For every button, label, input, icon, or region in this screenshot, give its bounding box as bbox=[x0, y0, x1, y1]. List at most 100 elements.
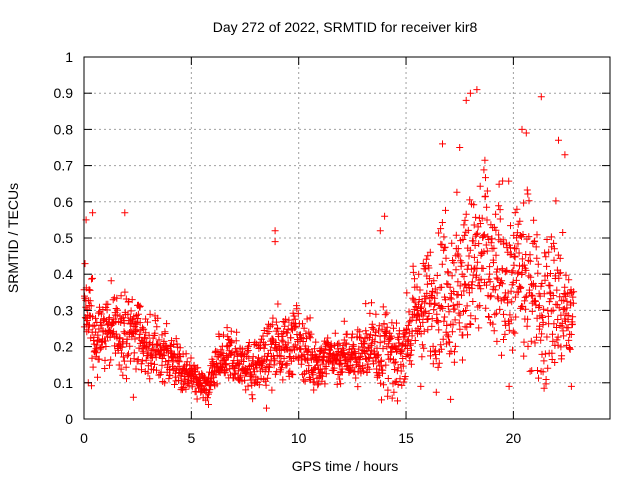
data-point bbox=[526, 251, 534, 259]
data-point bbox=[504, 299, 512, 307]
data-point bbox=[425, 310, 433, 317]
data-point bbox=[374, 351, 382, 359]
data-point bbox=[549, 330, 556, 338]
data-point bbox=[120, 357, 128, 365]
data-point bbox=[556, 254, 564, 262]
x-axis-label: GPS time / hours bbox=[292, 458, 399, 474]
data-point bbox=[513, 205, 521, 213]
data-point bbox=[474, 303, 482, 311]
data-point bbox=[466, 246, 474, 254]
data-point bbox=[567, 382, 575, 390]
data-point bbox=[128, 328, 136, 336]
data-point bbox=[132, 365, 140, 373]
data-point bbox=[171, 381, 178, 388]
data-point bbox=[307, 330, 315, 338]
data-point bbox=[440, 317, 448, 325]
data-point bbox=[419, 318, 427, 326]
data-point bbox=[236, 373, 244, 381]
data-point bbox=[383, 329, 390, 337]
data-point bbox=[450, 288, 458, 295]
data-point bbox=[535, 374, 542, 382]
data-point bbox=[465, 289, 473, 297]
data-point bbox=[469, 298, 477, 305]
data-point bbox=[483, 281, 490, 289]
data-point bbox=[453, 188, 461, 196]
data-point bbox=[462, 307, 470, 314]
data-point bbox=[495, 202, 503, 210]
data-point bbox=[309, 371, 317, 379]
data-point bbox=[387, 332, 395, 340]
data-point bbox=[224, 343, 232, 351]
data-point bbox=[145, 340, 153, 348]
data-point bbox=[461, 216, 469, 224]
data-point bbox=[220, 331, 227, 339]
data-point bbox=[117, 292, 125, 300]
data-point bbox=[365, 355, 373, 363]
data-point bbox=[393, 319, 400, 327]
data-point bbox=[505, 320, 513, 328]
data-point bbox=[265, 328, 273, 336]
data-point bbox=[550, 320, 558, 328]
data-point bbox=[121, 329, 129, 337]
data-point bbox=[283, 344, 291, 352]
data-point bbox=[427, 352, 434, 360]
data-point bbox=[476, 302, 484, 310]
data-point bbox=[375, 327, 382, 335]
data-point bbox=[434, 317, 442, 324]
data-point bbox=[515, 249, 523, 257]
data-point bbox=[535, 304, 543, 311]
y-axis-label: SRMTID / TECUs bbox=[5, 183, 21, 293]
data-point bbox=[434, 318, 442, 326]
data-point bbox=[501, 268, 509, 276]
data-point bbox=[271, 357, 279, 365]
data-point bbox=[194, 364, 202, 372]
data-point bbox=[89, 363, 97, 371]
data-point bbox=[293, 305, 301, 313]
data-point bbox=[435, 229, 443, 237]
data-point bbox=[476, 282, 484, 290]
data-point bbox=[567, 331, 575, 338]
data-point bbox=[376, 339, 384, 347]
data-point bbox=[540, 384, 548, 392]
data-point bbox=[130, 349, 138, 357]
data-point bbox=[487, 292, 495, 300]
data-point bbox=[417, 322, 424, 330]
data-point bbox=[442, 206, 449, 214]
data-point bbox=[553, 286, 561, 294]
data-point bbox=[338, 368, 346, 376]
data-point bbox=[526, 367, 534, 375]
data-point bbox=[511, 329, 519, 337]
data-point bbox=[355, 345, 363, 353]
data-point bbox=[294, 310, 302, 318]
data-point bbox=[554, 251, 562, 259]
data-point bbox=[372, 310, 380, 318]
data-point bbox=[336, 375, 344, 383]
data-point bbox=[534, 269, 542, 277]
data-point bbox=[403, 350, 411, 358]
data-point bbox=[378, 396, 385, 404]
data-point bbox=[491, 311, 499, 319]
data-point bbox=[142, 356, 150, 364]
data-point bbox=[430, 277, 438, 285]
data-point bbox=[438, 283, 446, 291]
data-point bbox=[275, 352, 283, 360]
data-point bbox=[438, 219, 446, 226]
data-point bbox=[263, 356, 271, 364]
data-point bbox=[569, 320, 576, 328]
data-point bbox=[141, 335, 149, 343]
data-point bbox=[437, 225, 445, 233]
data-point bbox=[470, 201, 478, 209]
data-point bbox=[388, 344, 396, 352]
data-point bbox=[272, 318, 280, 326]
data-point bbox=[458, 259, 466, 267]
data-point bbox=[406, 357, 414, 365]
data-point bbox=[500, 310, 507, 318]
data-point bbox=[421, 299, 429, 307]
data-point bbox=[483, 247, 491, 255]
data-point bbox=[135, 344, 143, 352]
data-point bbox=[360, 367, 368, 375]
data-point bbox=[89, 274, 96, 282]
data-point bbox=[454, 291, 462, 298]
data-point bbox=[533, 333, 540, 341]
data-point bbox=[88, 275, 95, 283]
